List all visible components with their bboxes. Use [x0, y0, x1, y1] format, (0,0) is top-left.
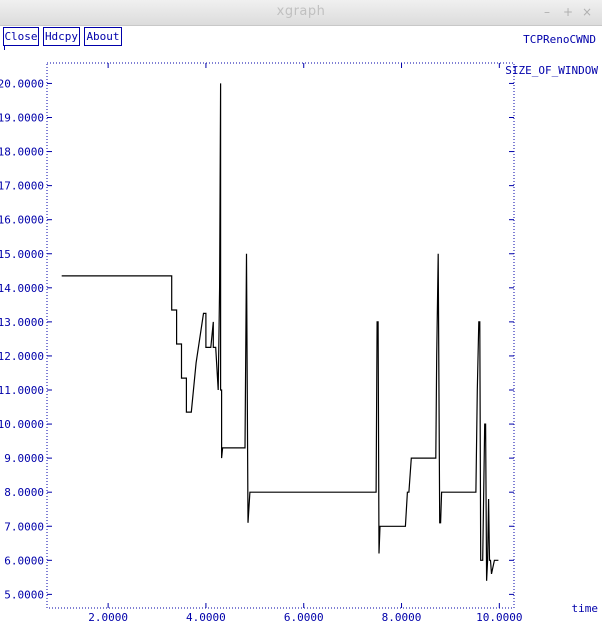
x-axis: 2.0000 4.0000 6.0000 8.0000 10.0000	[88, 63, 523, 624]
x-tick-label: 10.0000	[476, 611, 522, 624]
y-tick-label: 7.0000	[4, 520, 44, 533]
y-tick-label: 11.0000	[0, 384, 44, 397]
window-title: xgraph	[276, 4, 326, 19]
chart-title: TCPRenoCWND	[523, 33, 596, 46]
x-axis-label: time	[572, 602, 599, 615]
y-tick-label: 19.0000	[0, 112, 44, 125]
y-axis: 5.0000 6.0000 7.0000 8.0000 9.0000 10.0000 11.…	[0, 77, 514, 601]
text-cursor	[4, 45, 5, 50]
y-tick-label: 8.0000	[4, 486, 44, 499]
maximize-icon[interactable]: +	[562, 5, 574, 19]
x-tick-label: 2.0000	[88, 611, 128, 624]
about-button[interactable]: About	[84, 27, 122, 46]
series-line	[61, 83, 499, 581]
hardcopy-button[interactable]: Hdcpy	[43, 27, 80, 46]
y-tick-label: 12.0000	[0, 350, 44, 363]
y-tick-label: 14.0000	[0, 282, 44, 295]
minimize-icon[interactable]: –	[544, 5, 550, 19]
y-tick-label: 5.0000	[4, 588, 44, 601]
y-tick-label: 18.0000	[0, 146, 44, 159]
close-icon[interactable]: ×	[581, 5, 593, 19]
title-bar[interactable]: xgraph – + ×	[0, 0, 602, 26]
y-tick-label: 20.0000	[0, 77, 44, 90]
y-tick-label: 15.0000	[0, 248, 44, 261]
x-tick-label: 4.0000	[186, 611, 226, 624]
y-tick-label: 17.0000	[0, 180, 44, 193]
plot-frame	[46, 62, 515, 609]
x-tick-label: 6.0000	[284, 611, 324, 624]
y-tick-label: 16.0000	[0, 214, 44, 227]
y-tick-label: 9.0000	[4, 452, 44, 465]
y-tick-label: 13.0000	[0, 316, 44, 329]
x-tick-label: 8.0000	[382, 611, 422, 624]
y-tick-label: 10.0000	[0, 418, 44, 431]
y-axis-label: SIZE_OF_WINDOW	[505, 64, 598, 77]
close-button[interactable]: Close	[3, 27, 39, 46]
y-tick-label: 6.0000	[4, 554, 44, 567]
